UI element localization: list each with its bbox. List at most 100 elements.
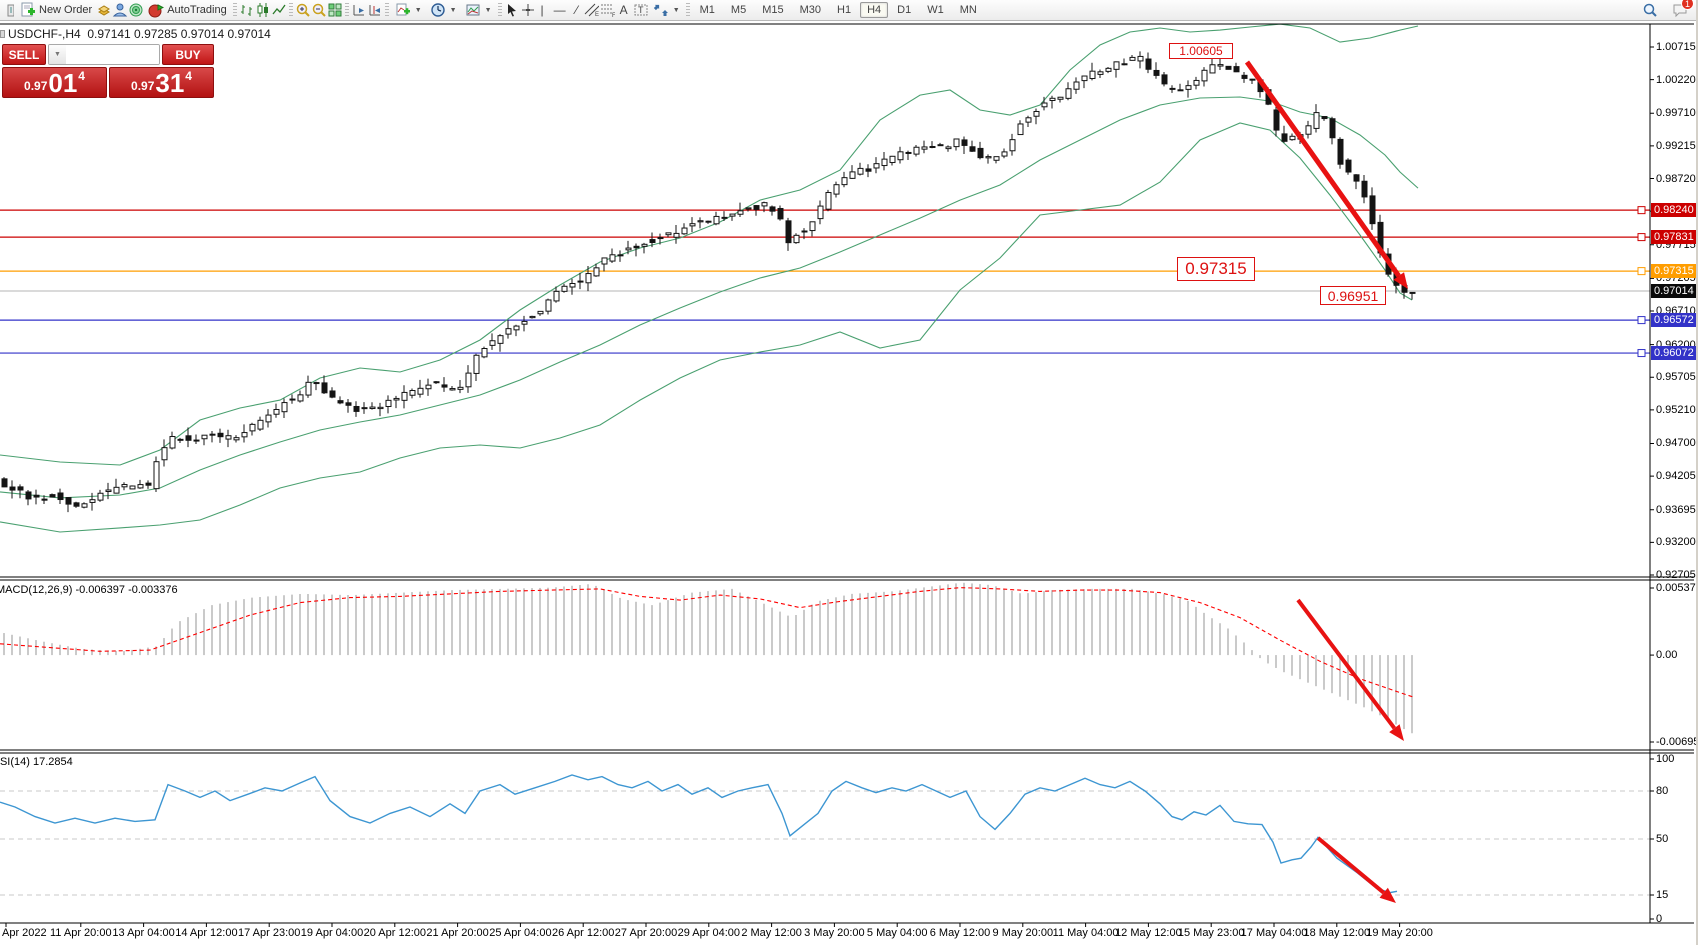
window-edge xyxy=(1696,0,1698,945)
price-axis-tick: 0.99215 xyxy=(1656,139,1696,152)
horizontal-line-tool-icon[interactable]: — xyxy=(553,3,566,17)
rsi-axis-tick: 100 xyxy=(1656,753,1675,765)
price-annotation[interactable]: 0.97315 xyxy=(1177,257,1255,281)
timeframe-m15[interactable]: M15 xyxy=(762,4,784,16)
indicators-icon xyxy=(395,2,411,18)
toolbar: New Order AutoTrading ▼ ▼ ▼ | — ⁄ E F A … xyxy=(0,0,1698,21)
price-axis-tick: 1.00220 xyxy=(1656,73,1696,86)
market-watch-icon[interactable] xyxy=(96,2,112,18)
date-axis-label: 25 Apr 04:00 xyxy=(489,927,552,939)
price-annotation[interactable]: 1.00605 xyxy=(1169,43,1233,59)
symbol-period-label: USDCHF-,H4 xyxy=(8,27,81,41)
one-click-trading-panel: SELL ▼ ▲ BUY 0.97 01 4 0.97 31 4 xyxy=(2,44,214,98)
svg-text:F: F xyxy=(612,13,615,18)
cursor-icon[interactable] xyxy=(504,2,520,18)
price-axis-tick: 0.94700 xyxy=(1656,437,1696,450)
fibonacci-tool-icon[interactable]: F xyxy=(599,2,615,18)
date-axis-label: 11 Apr 20:00 xyxy=(50,927,112,939)
price-annotation[interactable]: 0.96951 xyxy=(1320,286,1386,305)
buy-price-base: 0.97 xyxy=(131,79,155,93)
periods-button[interactable]: ▼ xyxy=(426,1,461,19)
date-axis-label: 15 May 23:00 xyxy=(1177,927,1245,939)
price-axis-tick: 0.95705 xyxy=(1656,371,1696,384)
timeframe-mn[interactable]: MN xyxy=(959,4,977,16)
date-axis-label: 5 May 04:00 xyxy=(866,927,928,939)
autotrading-icon xyxy=(148,2,165,18)
current-price-badge: 0.97014 xyxy=(1651,283,1698,298)
chart-fragment-icon xyxy=(0,2,16,18)
vertical-line-tool-icon[interactable]: | xyxy=(540,3,544,17)
zoom-in-icon[interactable] xyxy=(295,2,311,18)
timeframe-h1[interactable]: H1 xyxy=(837,4,852,16)
autotrading-button[interactable]: AutoTrading xyxy=(144,1,231,19)
volume-decrease-button[interactable]: ▼ xyxy=(49,45,66,64)
line-chart-icon[interactable] xyxy=(271,2,287,18)
date-axis-label: 3 May 20:00 xyxy=(804,927,865,939)
new-order-label: New Order xyxy=(39,4,93,16)
tile-windows-icon[interactable] xyxy=(327,2,343,18)
date-axis-label: 21 Apr 20:00 xyxy=(426,927,489,939)
date-axis-label: 6 May 12:00 xyxy=(929,927,991,939)
date-axis-label: 14 Apr 12:00 xyxy=(175,927,238,939)
auto-scroll-icon[interactable] xyxy=(351,2,367,18)
timeframe-m30[interactable]: M30 xyxy=(799,4,821,16)
sell-button[interactable]: SELL xyxy=(2,44,46,65)
date-axis-label: 19 May 20:00 xyxy=(1366,927,1433,939)
buy-button[interactable]: BUY xyxy=(162,44,214,65)
text-tool-icon[interactable]: A xyxy=(619,3,628,17)
notification-badge: 1 xyxy=(1681,0,1694,10)
autotrading-label: AutoTrading xyxy=(167,4,227,16)
text-label-tool-icon[interactable]: T xyxy=(633,2,649,18)
new-order-button[interactable]: New Order xyxy=(16,1,96,19)
candlestick-chart-icon[interactable] xyxy=(255,2,271,18)
chart-shift-icon[interactable] xyxy=(367,2,383,18)
arrows-tool-button[interactable]: ▼ xyxy=(649,1,684,19)
rsi-axis-tick: 80 xyxy=(1656,785,1669,797)
indicators-button[interactable]: ▼ xyxy=(391,1,426,19)
crosshair-icon[interactable] xyxy=(520,2,536,18)
templates-icon xyxy=(465,2,481,18)
volume-stepper: ▼ ▲ xyxy=(48,44,160,65)
date-axis-label: 9 May 20:00 xyxy=(992,927,1054,939)
level-price-badge[interactable]: 0.97315 xyxy=(1651,264,1698,279)
timeframe-m5[interactable]: M5 xyxy=(730,4,747,16)
date-axis-label: 19 Apr 04:00 xyxy=(300,927,364,939)
level-price-badge[interactable]: 0.97831 xyxy=(1651,230,1698,245)
navigator-icon[interactable] xyxy=(128,2,144,18)
price-axis-tick: 0.95210 xyxy=(1656,403,1696,416)
volume-input[interactable] xyxy=(66,45,159,64)
new-order-icon xyxy=(20,2,36,18)
channel-tool-icon[interactable]: E xyxy=(583,2,599,18)
date-axis-label: 13 Apr 04:00 xyxy=(112,927,175,939)
date-axis-label: 18 May 12:00 xyxy=(1303,927,1371,939)
bar-chart-icon[interactable] xyxy=(239,2,255,18)
data-window-icon[interactable] xyxy=(112,2,128,18)
level-price-badge[interactable]: 0.96072 xyxy=(1651,346,1698,361)
chart-title: USDCHF-,H4 0.97141 0.97285 0.97014 0.970… xyxy=(8,27,271,41)
timeframe-d1[interactable]: D1 xyxy=(897,4,912,16)
timeframe-h4[interactable]: H4 xyxy=(860,2,889,18)
date-axis-label: 11 May 04:00 xyxy=(1052,927,1119,939)
level-price-badge[interactable]: 0.98240 xyxy=(1651,203,1698,218)
window-icon-fragment xyxy=(0,30,5,38)
trendline-tool-icon[interactable]: ⁄ xyxy=(575,3,578,17)
timeframe-m1[interactable]: M1 xyxy=(699,4,715,16)
date-axis-label: Apr 2022 xyxy=(2,927,47,939)
sell-price[interactable]: 0.97 01 4 xyxy=(2,67,107,98)
level-price-badge[interactable]: 0.96572 xyxy=(1651,313,1698,328)
date-axis-label: 26 Apr 12:00 xyxy=(551,927,615,939)
zoom-out-icon[interactable] xyxy=(311,2,327,18)
templates-button[interactable]: ▼ xyxy=(461,1,496,19)
macd-axis-tick: -0.006957 xyxy=(1656,736,1698,748)
chat-icon[interactable]: 1 xyxy=(1672,0,1694,18)
timeframe-w1[interactable]: W1 xyxy=(927,4,944,16)
date-axis-label: 17 Apr 23:00 xyxy=(237,927,301,939)
buy-price[interactable]: 0.97 31 4 xyxy=(109,67,214,98)
price-axis-tick: 0.98720 xyxy=(1656,172,1696,185)
date-axis-label: 29 Apr 04:00 xyxy=(677,927,740,939)
date-axis-label: 27 Apr 20:00 xyxy=(614,927,678,939)
search-icon[interactable] xyxy=(1642,2,1658,18)
sell-price-pips: 01 xyxy=(48,67,78,98)
